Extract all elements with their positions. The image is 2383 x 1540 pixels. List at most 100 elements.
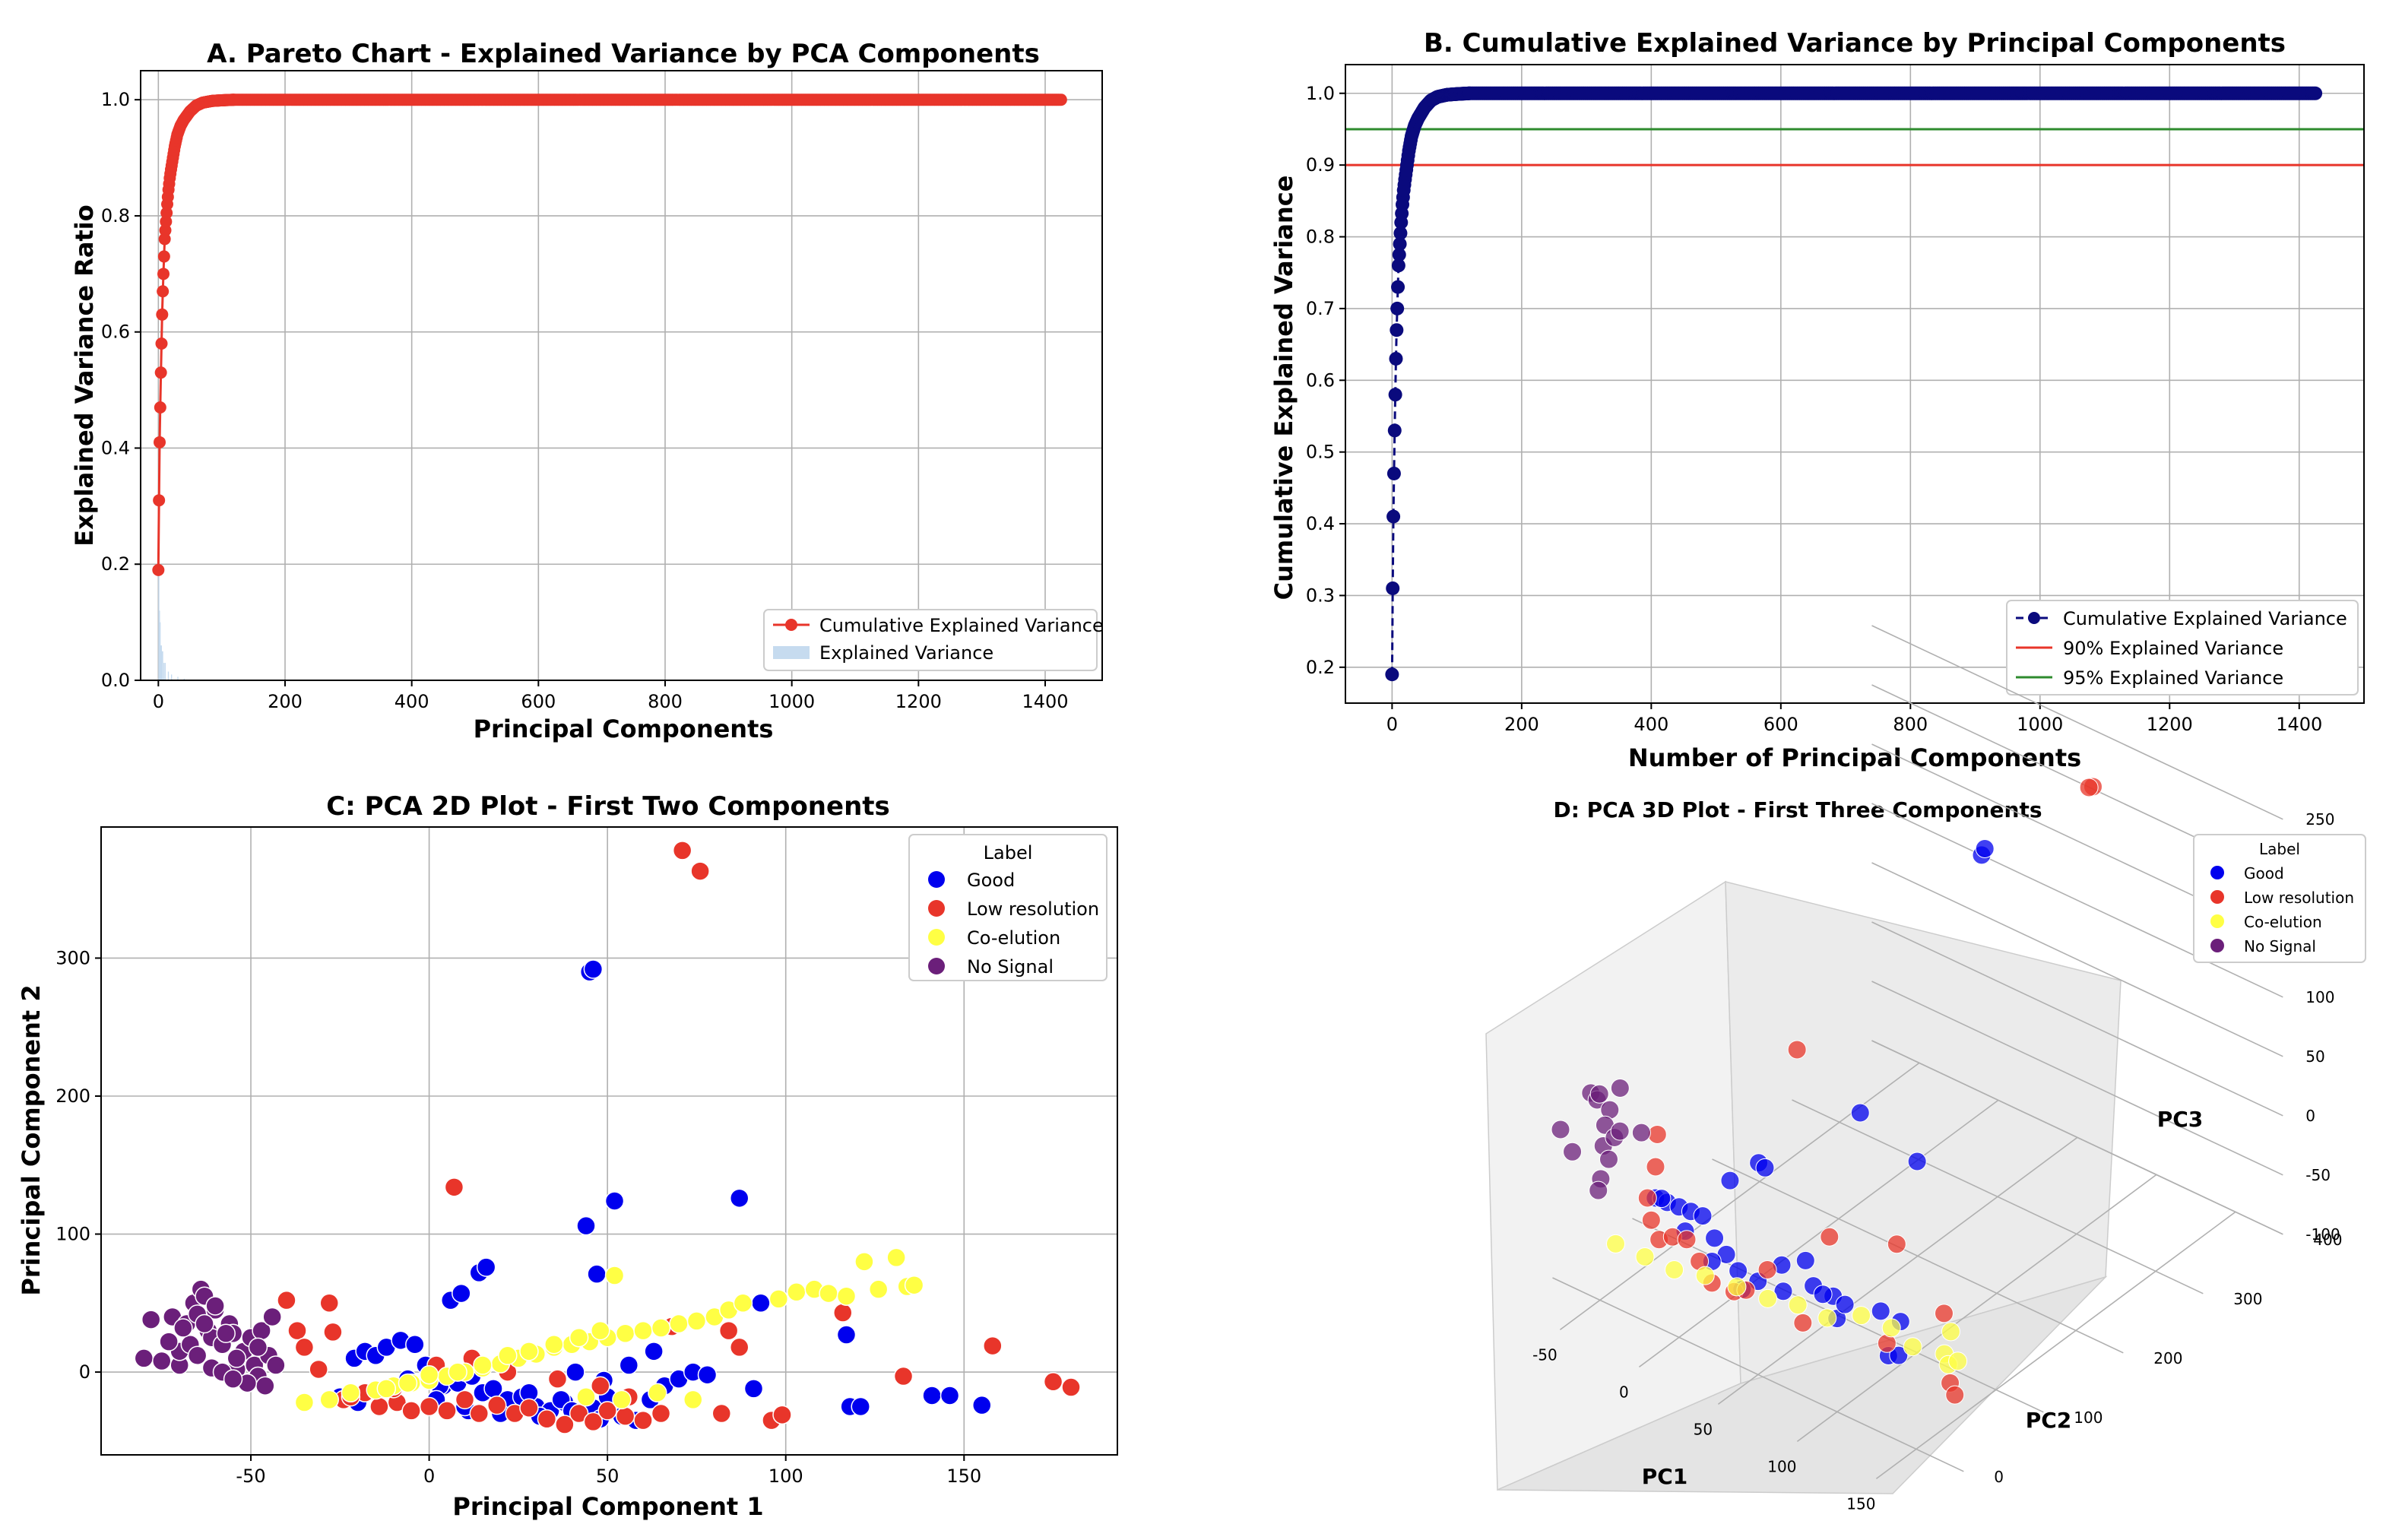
scatter-point-low-resolution <box>615 1406 635 1426</box>
tick-label-z: 0 <box>2305 1107 2315 1125</box>
cumulative-marker <box>159 224 172 237</box>
panel-b-ticks: 0 200 400 600 800 1000 1200 1400 0.2 0.3 0.4 0.5 0.6… <box>1306 83 2322 735</box>
scatter-point-low-resolution <box>690 861 710 881</box>
tick-label-y: 0.7 <box>1306 298 1335 319</box>
grid-line-z <box>1871 921 2283 1117</box>
scatter3d-point-co-elution <box>1852 1306 1871 1326</box>
tick-label-z: -100 <box>2305 1225 2340 1244</box>
scatter-point-low-resolution <box>294 1337 315 1358</box>
scatter-point-low-resolution <box>537 1409 557 1429</box>
grid-line-y <box>1712 1158 2124 1354</box>
explained-variance-bar <box>163 663 165 680</box>
scatter-point-low-resolution <box>444 1177 464 1197</box>
scatter-point-co-elution <box>341 1383 361 1403</box>
cumulative-marker <box>160 207 173 220</box>
legend-good-marker-icon <box>928 871 945 888</box>
tick-label-y: 100 <box>2074 1408 2103 1427</box>
panel-d-pca-3d-scatter: D: PCA 3D Plot - First Three Components … <box>1485 625 2366 1513</box>
cumulative-marker <box>1385 667 1399 682</box>
scatter3d-point-good <box>1889 1345 1909 1365</box>
scatter-point-co-elution <box>398 1373 418 1393</box>
scatter-point-no-signal <box>255 1376 275 1396</box>
tick-label-y: 1.0 <box>101 89 130 110</box>
scatter3d-point-co-elution <box>1758 1288 1778 1308</box>
tick-label-x: -50 <box>236 1466 265 1487</box>
tick-label-x: 400 <box>1634 714 1668 735</box>
scatter-point-no-signal <box>141 1310 161 1329</box>
scatter-point-no-signal <box>223 1369 243 1389</box>
scatter-point-low-resolution <box>833 1303 853 1323</box>
scatter-point-co-elution <box>319 1389 339 1410</box>
scatter3d-point-co-elution <box>1635 1247 1655 1266</box>
tick-label-y: 0.4 <box>101 437 130 458</box>
scatter-point-good <box>851 1396 870 1417</box>
tick-label-y: 0.2 <box>101 553 130 575</box>
scatter-point-no-signal <box>134 1348 154 1368</box>
scatter-point-good <box>644 1342 664 1361</box>
panel-b-axes-frame <box>1345 64 2365 704</box>
panel-a-xlabel: Principal Components <box>474 715 774 743</box>
scatter3d-point-co-elution <box>1606 1234 1625 1253</box>
tick-label-y: 200 <box>55 1085 90 1107</box>
scatter-point-no-signal <box>262 1307 282 1327</box>
tick-label-y: 1.0 <box>1306 83 1335 104</box>
cumulative-marker <box>1387 423 1402 438</box>
tick-label-x: 1000 <box>2017 714 2063 735</box>
scatter3d-point-good <box>1907 1152 1927 1171</box>
scatter-point-low-resolution <box>591 1376 610 1396</box>
scatter-point-good <box>940 1386 960 1405</box>
scatter-point-low-resolution <box>319 1293 339 1313</box>
cumulative-marker <box>1391 258 1405 273</box>
panel-b-legend: Cumulative Explained Variance 90% Explai… <box>2006 600 2359 696</box>
panel-b-xlabel: Number of Principal Components <box>1628 743 2081 772</box>
scatter3d-point-low-resolution <box>1646 1157 1665 1177</box>
legend-cumulative-label: Cumulative Explained Variance <box>2063 608 2347 629</box>
scatter-point-co-elution <box>612 1389 632 1410</box>
scatter3d-point-low-resolution <box>1887 1234 1906 1254</box>
panel-b-title: B. Cumulative Explained Variance by Prin… <box>1424 28 2286 59</box>
panel-c-points <box>134 841 1081 1434</box>
tick-label-x: 600 <box>521 691 556 712</box>
cumulative-dashed-path <box>1390 92 2317 675</box>
panel-d-legend: Label Good Low resolution Co-elution No … <box>2193 834 2366 963</box>
scatter3d-point-co-elution <box>1727 1277 1747 1297</box>
scatter-point-good <box>743 1379 764 1399</box>
panel-a-pareto-chart: A. Pareto Chart - Explained Variance by … <box>70 39 1104 743</box>
panel-a-explained-variance-bars <box>158 569 198 680</box>
legend-95-label: 95% Explained Variance <box>2063 667 2283 689</box>
cumulative-marker <box>1390 323 1404 337</box>
grid-line-y <box>1552 1277 1964 1472</box>
scatter3d-point-low-resolution <box>1641 1210 1661 1230</box>
tick-label-y: 300 <box>55 947 90 968</box>
cumulative-marker <box>154 366 167 379</box>
cumulative-line-path <box>157 98 1063 570</box>
tick-label-x: 100 <box>1767 1457 1796 1475</box>
explained-variance-bar <box>159 610 160 680</box>
cumulative-marker <box>155 337 168 350</box>
tick-label-y: 0.8 <box>101 205 130 227</box>
cumulative-marker <box>1388 388 1402 402</box>
panel-c-legend: Label Good Low resolution Co-elution No … <box>908 834 1108 981</box>
legend-co-elution-marker-icon <box>928 929 945 946</box>
scatter-point-no-signal <box>195 1313 214 1334</box>
scatter-point-good <box>971 1395 992 1415</box>
scatter-point-low-resolution <box>419 1396 439 1417</box>
scatter-point-co-elution <box>819 1283 838 1304</box>
scatter-point-good <box>604 1191 625 1211</box>
scatter-point-co-elution <box>868 1279 889 1299</box>
scatter-point-good <box>566 1362 585 1382</box>
scatter-point-good <box>587 1264 607 1284</box>
scatter3d-point-good <box>1975 839 1995 859</box>
scatter3d-point-low-resolution <box>1637 1188 1657 1208</box>
scatter-point-good <box>836 1325 857 1345</box>
scatter-point-no-signal <box>159 1332 179 1351</box>
legend-good-marker-icon <box>2210 866 2224 879</box>
cumulative-marker <box>157 250 170 263</box>
grid-line-z <box>1871 981 2283 1176</box>
tick-label-x: 0 <box>423 1466 435 1487</box>
tick-label-x: 0 <box>1619 1383 1629 1401</box>
tick-label-y: 0.0 <box>101 670 130 691</box>
scatter3d-point-good <box>1755 1158 1775 1177</box>
cumulative-marker <box>158 233 171 246</box>
